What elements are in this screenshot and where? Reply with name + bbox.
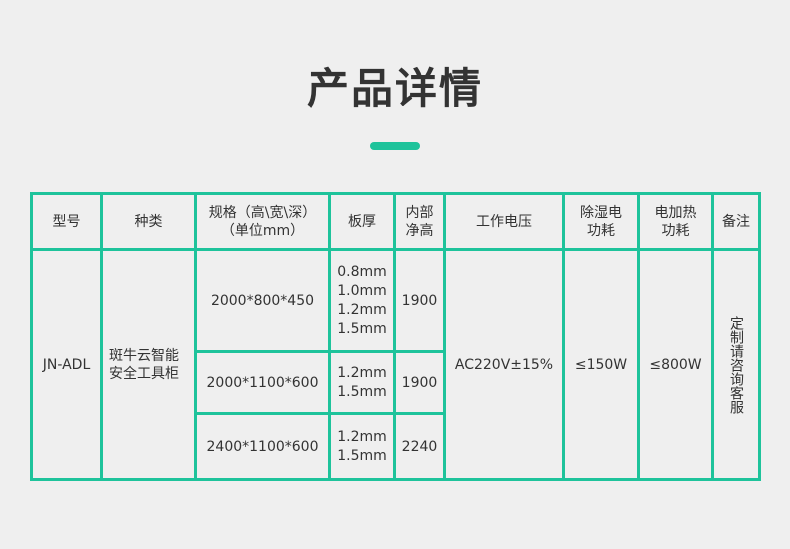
title-underline [370,142,420,150]
header-cell: 除湿电 功耗 [562,192,640,251]
height-cell: 1900 [393,350,446,415]
dehumidify-power-cell: ≤150W [562,248,640,481]
header-cell: 工作电压 [443,192,565,251]
category-cell: 斑牛云智能 安全工具柜 [100,248,197,481]
page-title: 产品详情 [306,64,483,113]
table-row: 2400*1100*600 1.2mm 1.5mm 2240 [32,412,760,481]
height-cell: 1900 [393,248,446,353]
table-header-row: 型号 种类 规格（高\宽\深） （单位mm） 板厚 内部 净高 工作电压 除湿电… [30,192,761,251]
header-cell: 电加热 功耗 [637,192,714,251]
size-cell: 2000*800*450 [194,248,331,353]
voltage-cell: AC220V±15% [443,248,565,481]
header-cell: 板厚 [328,192,396,251]
product-spec-table: 型号 种类 规格（高\宽\深） （单位mm） 板厚 内部 净高 工作电压 除湿电… [30,192,761,481]
thickness-cell: 1.2mm 1.5mm [328,350,396,415]
header-cell: 型号 [30,192,103,251]
table-row: JN-ADL 斑牛云智能 安全工具柜 2000*800*450 0.8mm 1.… [30,248,761,481]
remark-text: 定制请咨询客服 [728,315,744,414]
header-cell: 内部 净高 [393,192,446,251]
thickness-cell: 0.8mm 1.0mm 1.2mm 1.5mm [328,248,396,353]
size-cell: 2000*1100*600 [194,350,331,415]
header-cell: 备注 [711,192,761,251]
table-row: 2000*1100*600 1.2mm 1.5mm 1900 [32,350,760,415]
model-cell: JN-ADL [30,248,103,481]
header-cell: 种类 [100,192,197,251]
height-cell: 2240 [393,412,446,481]
remark-cell: 定制请咨询客服 [711,248,761,481]
thickness-cell: 1.2mm 1.5mm [328,412,396,481]
size-cell: 2400*1100*600 [194,412,331,481]
heating-power-cell: ≤800W [637,248,714,481]
header-cell: 规格（高\宽\深） （单位mm） [194,192,331,251]
